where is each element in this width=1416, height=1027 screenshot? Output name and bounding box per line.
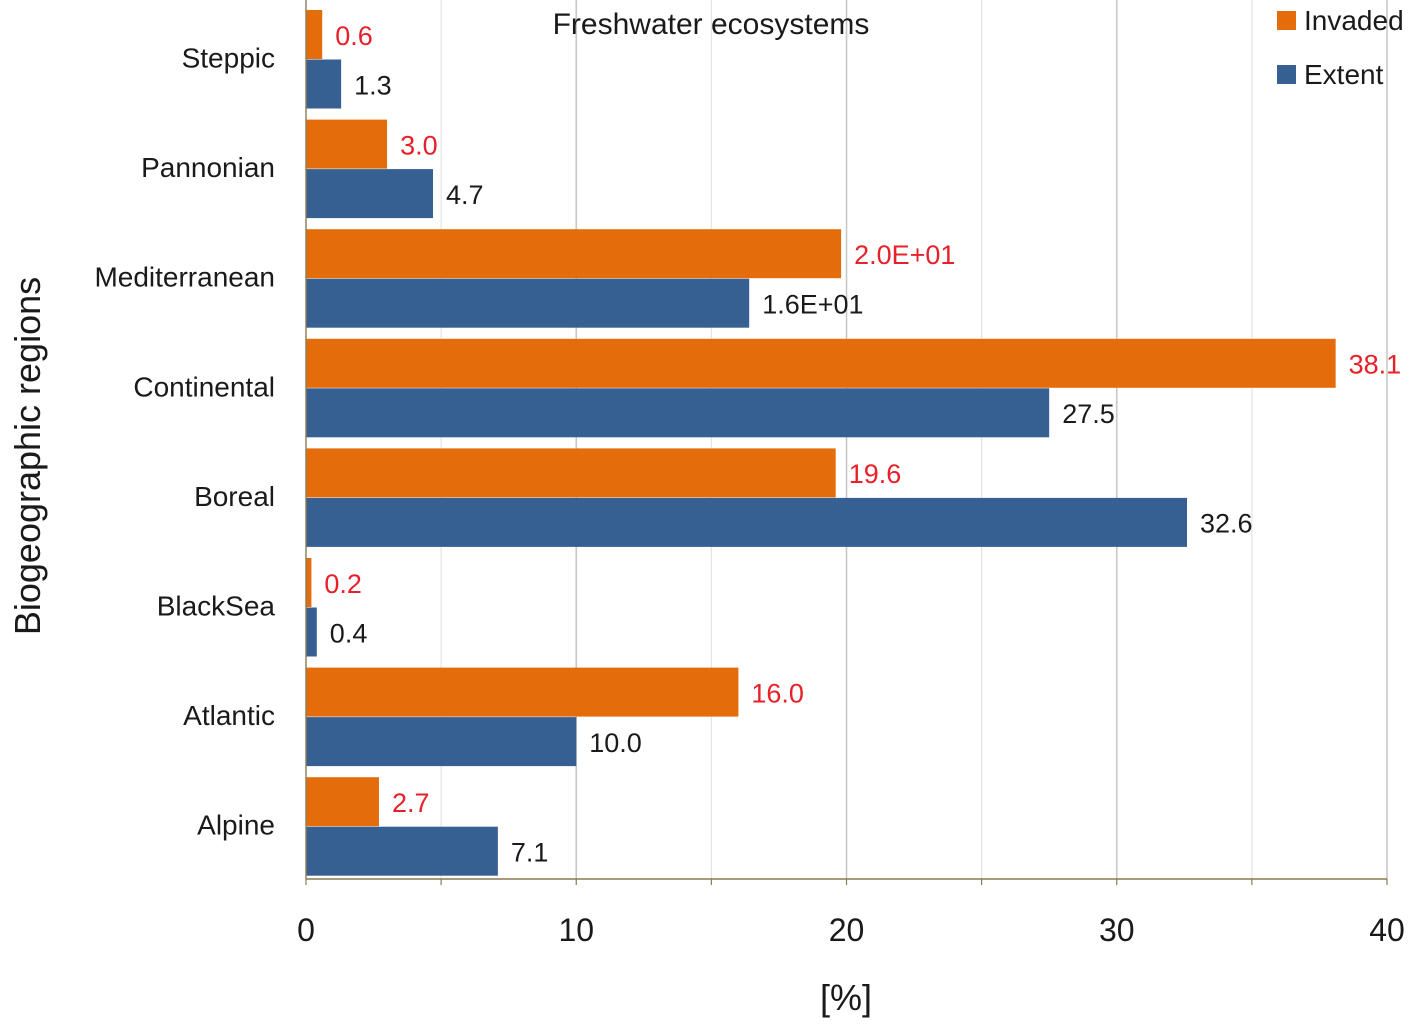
axes: Steppic Pannonian Mediterranean Continental… — [94, 0, 1405, 948]
legend-swatch-extent — [1277, 65, 1296, 84]
data-label-extent-steppic: 1.3 — [354, 70, 392, 100]
data-label-invaded-boreal: 19.6 — [849, 459, 902, 489]
data-label-extent-blacksea: 0.4 — [330, 618, 368, 648]
legend-label-extent: Extent — [1304, 59, 1384, 90]
y-tick-label-alpine: Alpine — [197, 810, 275, 841]
data-label-extent-alpine: 7.1 — [511, 837, 549, 867]
x-axis-title: [%] — [820, 977, 872, 1018]
x-tick-label-10: 10 — [558, 912, 594, 948]
data-label-invaded-continental: 38.1 — [1349, 350, 1402, 380]
bar-extent-mediterranean — [306, 278, 750, 328]
y-tick-label-atlantic: Atlantic — [183, 700, 275, 731]
y-axis-title: Biogeographic regions — [7, 277, 48, 635]
y-tick-label-pannonian: Pannonian — [141, 152, 275, 183]
gridlines — [440, 0, 1388, 879]
data-label-extent-boreal: 32.6 — [1200, 509, 1253, 539]
data-label-extent-atlantic: 10.0 — [589, 728, 642, 758]
bar-extent-atlantic — [306, 717, 577, 767]
bar-extent-blacksea — [306, 607, 317, 657]
data-label-invaded-pannonian: 3.0 — [400, 130, 438, 160]
data-label-invaded-blacksea: 0.2 — [324, 569, 362, 599]
legend-label-invaded: Invaded — [1304, 5, 1404, 36]
chart-title: Freshwater ecosystems — [553, 8, 870, 41]
bar-extent-alpine — [306, 826, 498, 876]
bar-invaded-blacksea — [306, 558, 312, 607]
bar-extent-boreal — [306, 497, 1188, 547]
y-tick-label-mediterranean: Mediterranean — [94, 262, 275, 293]
bar-invaded-pannonian — [306, 119, 388, 169]
y-tick-label-steppic: Steppic — [182, 43, 275, 74]
y-tick-label-boreal: Boreal — [194, 481, 275, 512]
bar-extent-steppic — [306, 59, 342, 109]
data-label-invaded-atlantic: 16.0 — [751, 678, 804, 708]
bar-extent-continental — [306, 388, 1050, 438]
legend: Invaded Extent — [1277, 5, 1404, 90]
bar-invaded-steppic — [306, 10, 323, 59]
y-tick-label-blacksea: BlackSea — [157, 591, 276, 622]
bar-invaded-atlantic — [306, 667, 739, 717]
data-label-invaded-mediterranean: 2.0E+01 — [854, 240, 955, 270]
data-label-invaded-alpine: 2.7 — [392, 788, 430, 818]
bar-invaded-boreal — [306, 448, 836, 498]
bars — [306, 10, 1336, 876]
data-label-extent-pannonian: 4.7 — [446, 180, 484, 210]
x-tick-label-40: 40 — [1369, 912, 1405, 948]
x-tick-label-20: 20 — [829, 912, 865, 948]
bar-invaded-alpine — [306, 777, 379, 827]
bar-invaded-continental — [306, 338, 1336, 388]
x-tick-label-30: 30 — [1099, 912, 1135, 948]
legend-swatch-invaded — [1277, 11, 1296, 30]
x-tick-label-0: 0 — [297, 912, 315, 948]
bar-invaded-mediterranean — [306, 229, 842, 279]
data-label-invaded-steppic: 0.6 — [335, 21, 373, 51]
bar-extent-pannonian — [306, 169, 434, 219]
data-labels: 0.6 1.3 3.0 4.7 2.0E+01 1.6E+01 38.1 27.5 19.6 32… — [324, 21, 1401, 868]
data-label-extent-continental: 27.5 — [1062, 399, 1115, 429]
data-label-extent-mediterranean: 1.6E+01 — [762, 289, 863, 319]
y-tick-label-continental: Continental — [133, 371, 275, 402]
